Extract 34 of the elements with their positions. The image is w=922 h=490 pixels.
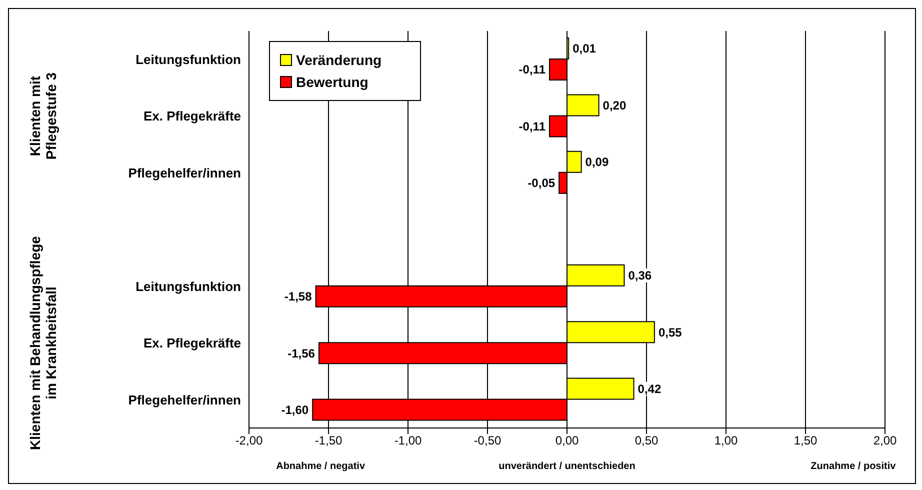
y-tick-label: Leitungsfunktion bbox=[136, 278, 242, 294]
data-label: 0,01 bbox=[572, 42, 596, 56]
text: Klienten mit Pflegestufe 3 bbox=[27, 72, 59, 162]
data-label: -1,56 bbox=[288, 346, 316, 360]
data-label: -0,11 bbox=[518, 62, 546, 77]
data-label: 0,20 bbox=[602, 98, 626, 112]
data-label: 0,09 bbox=[585, 155, 609, 170]
data-label: 0,55 bbox=[658, 325, 682, 340]
text: Abnahme / negativ bbox=[276, 461, 365, 472]
legend-label: Bewertung bbox=[295, 74, 370, 90]
data-label: -1,60 bbox=[281, 402, 309, 417]
x-tick-label: 2,00 bbox=[873, 434, 897, 448]
text: unverändert / unentschieden bbox=[498, 461, 636, 472]
data-label: 0,42 bbox=[638, 382, 662, 396]
y-tick-label: Pflegehelfer/innen bbox=[128, 392, 242, 408]
x-tick-label: 1,50 bbox=[794, 434, 818, 448]
x-tick-label: 1,00 bbox=[714, 434, 738, 448]
legend-label: Veränderung bbox=[295, 52, 383, 68]
x-tick-label: 0,00 bbox=[555, 434, 579, 448]
x-tick-label: -2,00 bbox=[235, 434, 263, 448]
x-tick-label: -1,50 bbox=[314, 434, 342, 448]
text: Zunahme / positiv bbox=[810, 461, 896, 472]
y-tick-label: Ex. Pflegekräfte bbox=[143, 108, 241, 124]
y-tick-label: Pflegehelfer/innen bbox=[128, 165, 242, 180]
text: Klienten mit Behandlungspflege im Krankheitsfall bbox=[27, 234, 59, 452]
y-tick-label: Ex. Pflegekräfte bbox=[143, 336, 241, 351]
data-label: -0,11 bbox=[518, 119, 546, 134]
data-label: -1,58 bbox=[284, 290, 312, 304]
x-tick-label: -0,50 bbox=[474, 434, 502, 448]
y-tick-label: Leitungsfunktion bbox=[136, 52, 242, 67]
x-tick-label: 0,50 bbox=[634, 434, 658, 448]
data-label: 0,36 bbox=[628, 268, 652, 283]
x-tick-label: -1,00 bbox=[394, 434, 422, 448]
data-label: -0,05 bbox=[528, 176, 556, 190]
